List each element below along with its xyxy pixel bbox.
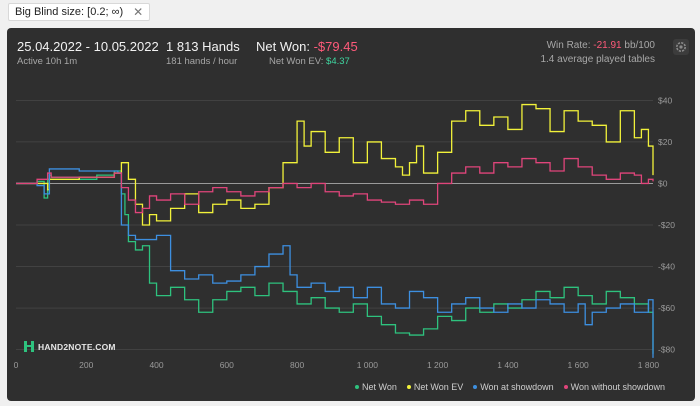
x-tick-label: 1 400 — [497, 360, 519, 370]
gear-icon[interactable] — [673, 39, 689, 55]
legend-item-net-won-ev[interactable]: Net Won EV — [406, 382, 464, 392]
bankroll-chart: $40 $20 $0 -$20 -$40 -$60 -$80 0 200 400 600 800 1 0… — [14, 95, 676, 370]
legend-label-net-won-ev: Net Won EV — [413, 382, 464, 392]
legend-dot-net-won-ev — [406, 385, 411, 389]
x-tick-label: 0 — [14, 360, 19, 370]
x-tick-label: 400 — [149, 360, 163, 370]
legend-label-won-without-showdown: Won without showdown — [570, 382, 665, 392]
net-won-label: Net Won: — [256, 39, 310, 54]
chart-legend: Net Won Net Won EV Won at showdown Won w… — [355, 382, 665, 392]
legend-item-net-won[interactable]: Net Won — [355, 382, 397, 392]
win-rate: Win Rate: -21.91 bb/100 — [547, 40, 655, 51]
active-time: Active 10h 1m — [17, 56, 78, 67]
win-rate-unit: bb/100 — [624, 40, 655, 51]
net-won-ev-label: Net Won EV: — [269, 56, 324, 67]
x-tick-label: 1 600 — [568, 360, 590, 370]
win-rate-label: Win Rate: — [546, 40, 591, 51]
won-without-showdown-line — [16, 157, 654, 214]
date-range: 25.04.2022 - 10.05.2022 — [17, 39, 159, 54]
x-tick-label: 200 — [79, 360, 93, 370]
legend-item-won-without-showdown[interactable]: Won without showdown — [563, 382, 665, 392]
y-tick-label: -$40 — [658, 262, 675, 272]
net-won: Net Won: -$79.45 — [256, 39, 358, 54]
legend-label-won-at-showdown: Won at showdown — [480, 382, 554, 392]
filter-tag: Big Blind size: [0.2; ∞) ✕ — [8, 3, 151, 21]
net-won-ev: Net Won EV: $4.37 — [269, 56, 350, 67]
won-at-showdown-line — [16, 168, 654, 358]
graph-panel: 25.04.2022 - 10.05.2022 Active 10h 1m 1 … — [7, 28, 695, 401]
hands-count: 1 813 Hands — [166, 39, 240, 54]
hand2note-logo-mark — [24, 341, 34, 352]
y-tick-label: -$80 — [658, 345, 675, 355]
net-won-ev-line — [16, 103, 654, 226]
net-won-value: -$79.45 — [313, 39, 358, 54]
y-tick-label: -$60 — [658, 303, 675, 313]
legend-dot-won-without-showdown — [563, 385, 568, 389]
filter-tag-label: Big Blind size: [0.2; ∞) — [15, 6, 124, 18]
x-tick-label: 600 — [220, 360, 234, 370]
hand2note-logo: HAND2NOTE.COM — [24, 341, 116, 352]
average-tables: 1.4 average played tables — [540, 54, 655, 65]
legend-dot-net-won — [355, 385, 359, 389]
y-tick-label: $20 — [658, 137, 672, 147]
close-icon[interactable]: ✕ — [133, 5, 144, 19]
net-won-ev-value: $4.37 — [326, 56, 350, 67]
x-tick-label: 1 200 — [427, 360, 449, 370]
legend-label-net-won: Net Won — [362, 382, 397, 392]
y-tick-label: $0 — [658, 178, 668, 188]
x-tick-label: 1 000 — [357, 360, 379, 370]
y-tick-label: $40 — [658, 95, 672, 105]
x-tick-label: 1 800 — [638, 360, 660, 370]
hands-per-hour: 181 hands / hour — [166, 56, 238, 67]
hand2note-logo-text: HAND2NOTE.COM — [38, 341, 116, 352]
legend-dot-won-at-showdown — [473, 385, 478, 389]
win-rate-value: -21.91 — [593, 40, 622, 51]
y-tick-label: -$20 — [658, 220, 675, 230]
net-won-line — [16, 170, 654, 354]
legend-item-won-at-showdown[interactable]: Won at showdown — [473, 382, 554, 392]
x-tick-label: 800 — [290, 360, 304, 370]
